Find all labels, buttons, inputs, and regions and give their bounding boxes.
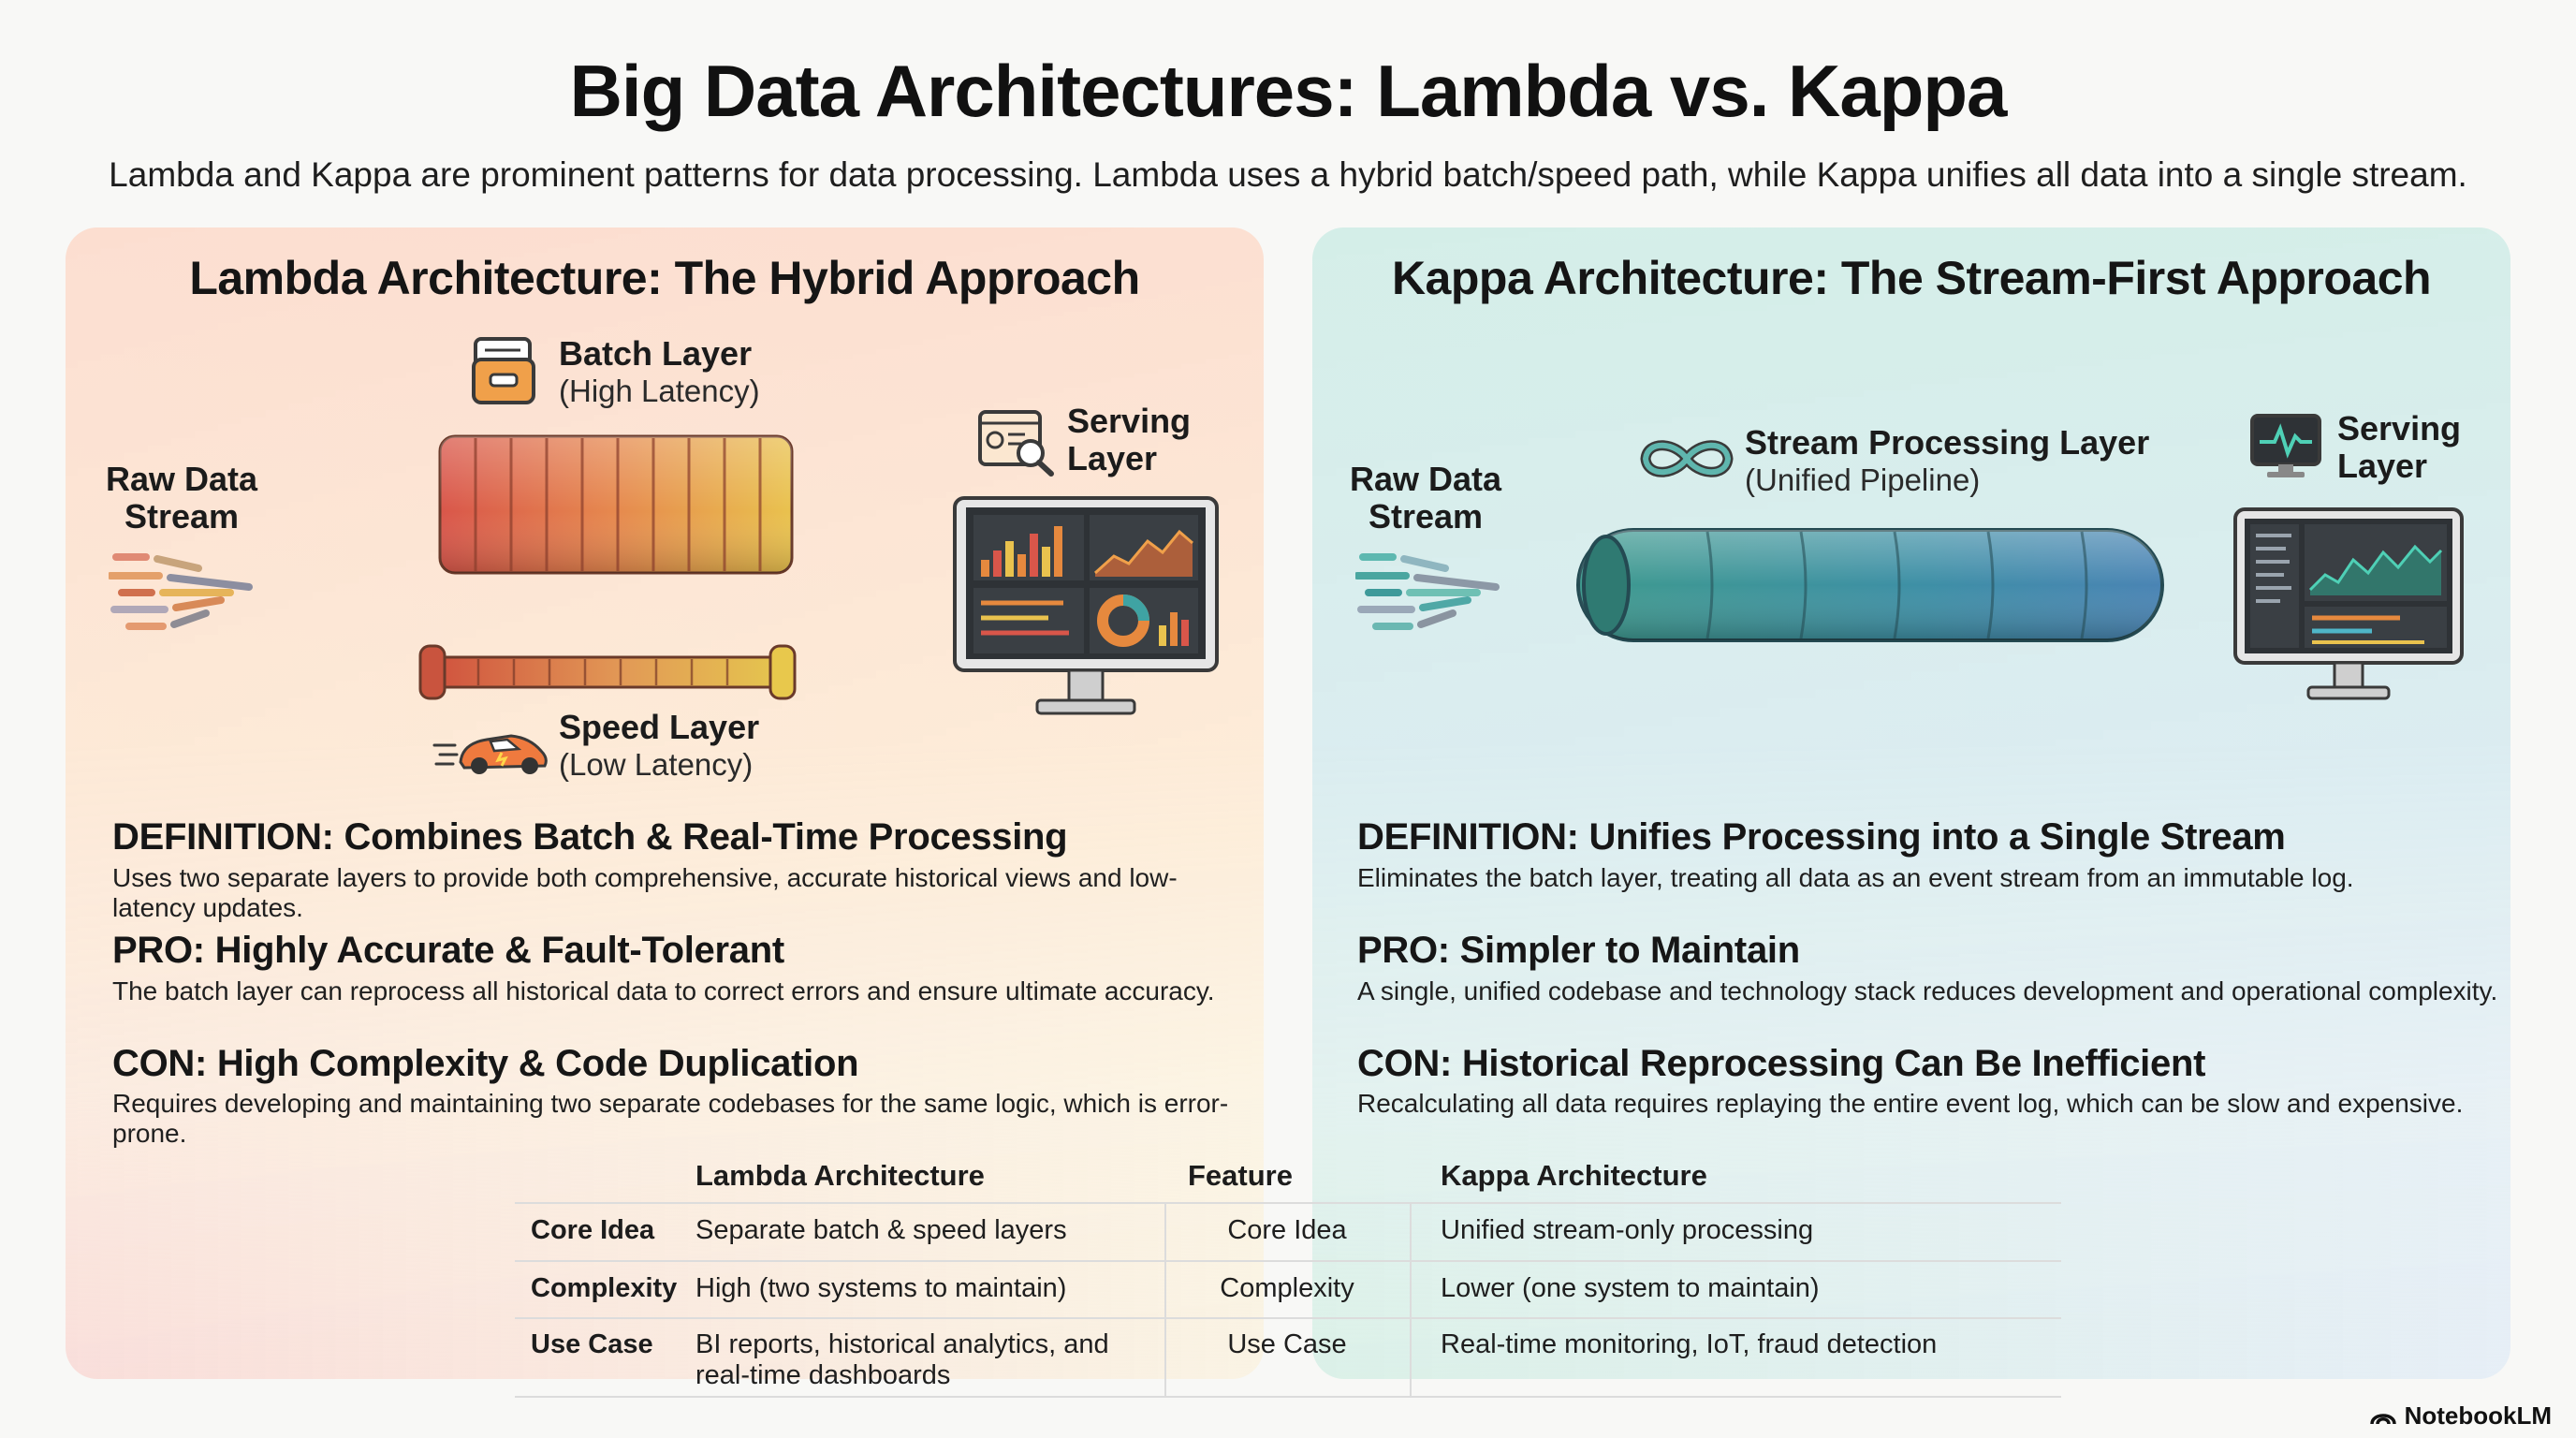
table-cell-lambda: Separate batch & speed layers xyxy=(695,1215,1067,1245)
lambda-serving-search-icon xyxy=(978,410,1054,477)
lambda-con-body: Requires developing and maintaining two … xyxy=(112,1089,1229,1148)
comparison-table: Lambda Architecture Feature Kappa Archit… xyxy=(515,1148,2061,1401)
lambda-pro-heading: PRO: Highly Accurate & Fault-Tolerant xyxy=(112,930,784,971)
notebooklm-brand: NotebookLM xyxy=(2369,1401,2552,1431)
table-cell-kappa: Unified stream-only processing xyxy=(1441,1215,1814,1245)
infinity-icon xyxy=(1640,440,1734,477)
kappa-definition-body: Eliminates the batch layer, treating all… xyxy=(1357,863,2354,892)
table-cell-kappa: Lower (one system to maintain) xyxy=(1441,1273,1820,1303)
lambda-panel xyxy=(66,227,1264,1379)
kappa-con-body: Recalculating all data requires replayin… xyxy=(1357,1089,2464,1118)
kappa-serving-layer-label: Serving Layer xyxy=(2337,409,2462,485)
brand-name: NotebookLM xyxy=(2404,1401,2552,1430)
stream-processing-layer-label: Stream Processing Layer (Unified Pipelin… xyxy=(1745,423,2150,498)
lambda-pro-body: The batch layer can reprocess all histor… xyxy=(112,976,1215,1005)
table-cell-lambda: High (two systems to maintain) xyxy=(695,1273,1067,1303)
kappa-pro-body: A single, unified codebase and technolog… xyxy=(1357,976,2498,1005)
table-cell-kappa: Real-time monitoring, IoT, fraud detecti… xyxy=(1441,1329,1938,1359)
lambda-definition-body: Uses two separate layers to provide both… xyxy=(112,863,1178,922)
lambda-raw-data-stream-icon xyxy=(109,553,253,630)
batch-layer-label: Batch Layer (High Latency) xyxy=(559,334,760,409)
table-cell-feature: Complexity xyxy=(1220,1273,1354,1303)
table-header-lambda: Lambda Architecture xyxy=(695,1159,985,1192)
table-divider xyxy=(515,1317,2061,1319)
lambda-definition-heading: DEFINITION: Combines Batch & Real-Time P… xyxy=(112,816,1068,858)
page-subtitle: Lambda and Kappa are prominent patterns … xyxy=(109,155,2467,194)
table-divider xyxy=(515,1260,2061,1262)
notebooklm-logo-icon xyxy=(2369,1413,2396,1424)
lambda-panel-title: Lambda Architecture: The Hybrid Approach xyxy=(189,252,1140,304)
table-row-label: Use Case xyxy=(531,1329,653,1359)
speed-layer-pipe xyxy=(418,644,797,700)
table-cell-lambda: BI reports, historical analytics, and rea… xyxy=(695,1329,1109,1390)
table-cell-feature: Core Idea xyxy=(1227,1215,1347,1245)
page-title: Big Data Architectures: Lambda vs. Kappa xyxy=(569,50,2008,132)
table-row-label: Core Idea xyxy=(531,1215,655,1245)
table-divider xyxy=(1164,1202,1166,1397)
lambda-serving-layer-label: Serving Layer xyxy=(1067,402,1192,477)
kappa-pro-heading: PRO: Simpler to Maintain xyxy=(1357,930,1800,971)
kappa-serving-monitor-icon xyxy=(2233,507,2464,700)
table-divider xyxy=(515,1202,2061,1204)
stream-processing-pipe xyxy=(1576,528,2164,642)
table-row-label: Complexity xyxy=(531,1273,678,1303)
table-divider xyxy=(1410,1202,1412,1397)
race-car-icon xyxy=(432,734,548,774)
lambda-raw-data-label: Raw Data Stream xyxy=(105,460,258,536)
kappa-serving-monitor-small-icon xyxy=(2250,414,2321,477)
batch-layer-pipe xyxy=(438,434,794,575)
kappa-raw-data-label: Raw Data Stream xyxy=(1349,460,1502,536)
table-cell-feature: Use Case xyxy=(1227,1329,1347,1359)
speed-layer-label: Speed Layer (Low Latency) xyxy=(559,708,760,783)
kappa-raw-data-stream-icon xyxy=(1355,553,1500,630)
batch-folder-icon xyxy=(472,337,535,404)
kappa-con-heading: CON: Historical Reprocessing Can Be Inef… xyxy=(1357,1043,2206,1084)
table-divider xyxy=(515,1396,2061,1398)
table-header-feature: Feature xyxy=(1188,1159,1293,1192)
kappa-panel-title: Kappa Architecture: The Stream-First App… xyxy=(1391,252,2432,304)
lambda-con-heading: CON: High Complexity & Code Duplication xyxy=(112,1043,859,1084)
table-header-kappa: Kappa Architecture xyxy=(1441,1159,1707,1192)
lambda-serving-monitor-icon xyxy=(953,496,1219,715)
kappa-definition-heading: DEFINITION: Unifies Processing into a Si… xyxy=(1357,816,2286,858)
